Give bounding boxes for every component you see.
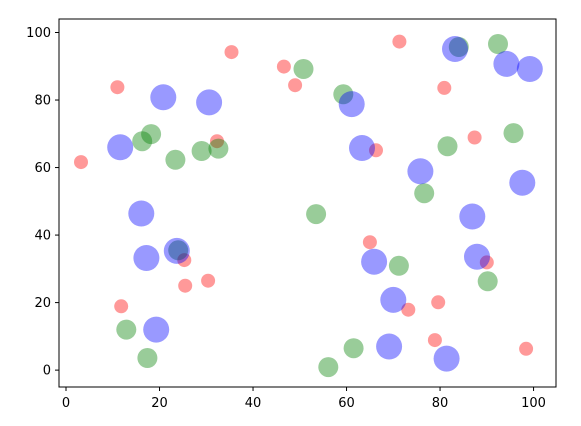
x-tick-label: 0 xyxy=(62,396,70,411)
scatter-point xyxy=(442,36,468,62)
y-axis: 0 20 40 60 80 100 xyxy=(26,26,59,379)
scatter-point xyxy=(196,89,223,116)
scatter-point xyxy=(116,319,137,340)
scatter-point xyxy=(74,155,88,170)
series-1 xyxy=(74,34,534,356)
scatter-point xyxy=(210,134,224,149)
scatter-point xyxy=(519,341,534,356)
scatter-point xyxy=(437,136,458,157)
scatter-point xyxy=(380,286,407,313)
scatter-point xyxy=(333,84,354,105)
x-tick-label: 20 xyxy=(151,396,168,411)
scatter-point xyxy=(276,59,291,74)
scatter-point xyxy=(509,169,536,196)
scatter-point xyxy=(132,131,153,152)
series-3 xyxy=(107,36,543,372)
plot-area-frame xyxy=(58,18,557,388)
scatter-point xyxy=(388,255,409,276)
scatter-point xyxy=(361,248,388,275)
scatter-point xyxy=(191,141,212,161)
y-tick-label: 100 xyxy=(26,26,51,41)
y-tick-label: 0 xyxy=(43,364,51,379)
scatter-point xyxy=(143,316,170,343)
scatter-point xyxy=(163,237,190,264)
y-tick-label: 40 xyxy=(34,229,51,244)
scatter-point xyxy=(128,200,155,227)
scatter-point xyxy=(177,253,192,268)
scatter-point xyxy=(401,302,416,317)
x-tick-label: 40 xyxy=(245,396,262,411)
scatter-point xyxy=(349,135,375,161)
x-tick-label: 80 xyxy=(432,396,449,411)
scatter-point xyxy=(343,338,364,359)
scatter-point xyxy=(488,34,508,54)
scatter-point xyxy=(150,84,177,111)
scatter-point xyxy=(414,183,435,204)
scatter-point xyxy=(107,134,134,161)
scatter-point xyxy=(137,348,158,368)
scatter-point xyxy=(293,59,314,79)
y-tick-label: 60 xyxy=(34,161,51,176)
scatter-point xyxy=(114,299,129,314)
scatter-point xyxy=(407,158,434,185)
scatter-point xyxy=(362,235,377,250)
scatter-point xyxy=(479,255,494,270)
scatter-point xyxy=(427,333,442,348)
scatter-point xyxy=(433,345,460,372)
scatter-point xyxy=(369,143,383,158)
scatter-point xyxy=(477,271,498,292)
scatter-point xyxy=(288,78,303,93)
scatter-point xyxy=(392,34,407,49)
scatter-point xyxy=(110,80,125,95)
series-2 xyxy=(116,34,524,378)
scatter-point xyxy=(306,204,327,225)
scatter-point xyxy=(437,80,452,95)
scatter-point xyxy=(448,37,469,57)
scatter-point xyxy=(165,149,186,170)
scatter-point xyxy=(516,56,543,82)
x-tick-label: 100 xyxy=(521,396,546,411)
scatter-point xyxy=(503,123,524,144)
scatter-point xyxy=(431,295,446,310)
scatter-point xyxy=(338,91,365,118)
scatter-point xyxy=(141,124,162,145)
points-layer xyxy=(74,34,543,378)
scatter-point xyxy=(201,273,216,288)
scatter-point xyxy=(133,245,160,271)
scatter-point xyxy=(467,130,482,145)
scatter-point xyxy=(493,50,520,77)
scatter-point xyxy=(208,138,229,159)
scatter-point xyxy=(318,357,339,378)
scatter-point xyxy=(376,333,403,360)
x-tick-label: 60 xyxy=(338,396,355,411)
x-axis: 0 20 40 60 80 100 xyxy=(62,387,546,411)
scatter-point xyxy=(464,243,490,270)
scatter-point xyxy=(224,45,239,60)
y-tick-label: 20 xyxy=(34,296,51,311)
scatter-point xyxy=(168,240,189,261)
scatter-point xyxy=(178,278,193,293)
y-tick-label: 80 xyxy=(34,94,51,109)
scatter-point xyxy=(459,203,486,230)
